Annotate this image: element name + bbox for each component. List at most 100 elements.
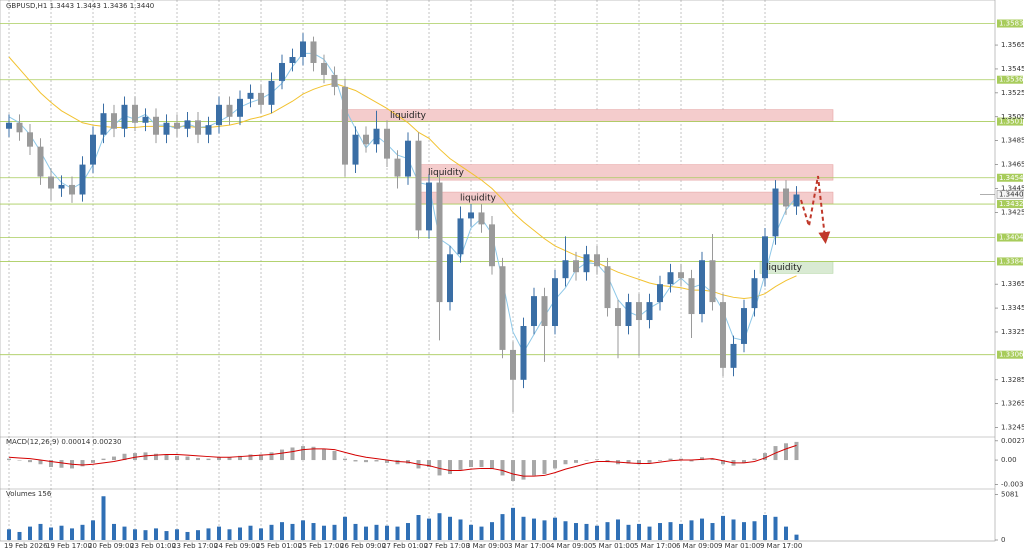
candle-body xyxy=(646,302,653,321)
bar xyxy=(721,515,725,540)
bar xyxy=(784,443,788,461)
candle-body xyxy=(751,278,758,309)
bar xyxy=(59,525,64,540)
bar xyxy=(595,525,599,540)
bar xyxy=(301,520,305,540)
candle-body xyxy=(342,86,348,165)
bar xyxy=(38,460,43,465)
moving-average xyxy=(8,56,797,300)
x-tick-label: 19 Feb 2026 xyxy=(4,542,48,550)
bar xyxy=(595,459,599,461)
bar xyxy=(574,460,578,463)
candle-body xyxy=(163,122,170,135)
bar xyxy=(763,515,767,540)
candle-body xyxy=(657,284,663,303)
candle-body xyxy=(237,98,243,117)
bar xyxy=(490,522,494,540)
y-tick-label: 5081 xyxy=(1001,491,1019,499)
candle-body xyxy=(699,260,705,315)
bar xyxy=(437,513,442,540)
last-price-tag xyxy=(996,190,1024,199)
zone-label: liquidity xyxy=(766,263,803,273)
bar xyxy=(91,460,95,463)
signal-line xyxy=(8,444,797,477)
macd-header: MACD(12,26,9) 0.00014 0.00230 xyxy=(6,438,122,446)
bar xyxy=(343,458,347,461)
bar xyxy=(364,526,368,540)
bar xyxy=(332,524,337,540)
level-tag xyxy=(997,200,1023,209)
y-tick-label: 1.3365 xyxy=(1001,280,1024,288)
x-tick-label: 6 Mar 09:00 xyxy=(676,542,718,550)
candle-body xyxy=(667,272,674,285)
bar xyxy=(269,452,274,461)
x-tick-label: 5 Mar 01:00 xyxy=(592,542,634,550)
bar xyxy=(542,520,547,540)
candle-body xyxy=(793,194,800,207)
bar xyxy=(458,519,463,540)
candle-body xyxy=(79,164,86,195)
candle-body xyxy=(520,326,527,380)
candle-body xyxy=(258,92,264,105)
candle-body xyxy=(615,308,621,327)
candle-body xyxy=(541,296,548,327)
bar xyxy=(427,518,431,540)
y-tick-label: 0.00275 xyxy=(1001,437,1024,445)
bar xyxy=(17,460,22,461)
bar xyxy=(353,523,358,540)
candle-body xyxy=(352,134,359,165)
level-tag xyxy=(997,75,1023,84)
bar xyxy=(626,524,631,540)
bar xyxy=(196,530,200,540)
candle-body xyxy=(100,113,107,135)
candle-body xyxy=(363,134,369,145)
x-tick-label: 26 Feb 09:00 xyxy=(340,542,386,550)
x-tick-label: 19 Feb 17:00 xyxy=(46,542,92,550)
candle-body xyxy=(604,266,611,309)
candle-body xyxy=(205,125,212,135)
x-tick-label: 5 Mar 17:00 xyxy=(634,542,676,550)
candle-body xyxy=(678,272,684,279)
bar xyxy=(647,526,652,540)
bar xyxy=(206,458,211,461)
bar xyxy=(532,460,536,476)
y-tick-label: 1.3525 xyxy=(1001,89,1024,97)
candle-body xyxy=(762,236,768,279)
bar xyxy=(164,531,169,540)
bar xyxy=(322,525,326,540)
bar xyxy=(458,460,463,470)
bar xyxy=(217,526,221,540)
candle-body xyxy=(636,302,642,321)
candle-body xyxy=(783,188,789,207)
candle-body xyxy=(415,140,422,231)
bar xyxy=(605,522,610,540)
bar xyxy=(479,460,484,468)
candle-body xyxy=(531,296,537,327)
candle-body xyxy=(37,146,44,177)
level-label: 1.3583 xyxy=(999,20,1024,28)
candle-body xyxy=(594,254,600,267)
bar xyxy=(154,528,158,540)
bar xyxy=(238,527,242,540)
bar xyxy=(479,526,484,540)
x-tick-label: 9 Mar 17:00 xyxy=(760,542,802,550)
bar xyxy=(448,516,452,540)
bar xyxy=(49,527,53,540)
candle-body xyxy=(289,56,296,63)
bar xyxy=(521,460,526,480)
candle-body xyxy=(121,104,128,129)
bar xyxy=(7,529,11,540)
volume-header: Volumes 156 xyxy=(6,490,52,498)
bar xyxy=(553,517,557,540)
y-tick-label: 0 xyxy=(1001,536,1005,544)
bar xyxy=(164,454,169,461)
y-tick-label: 1.3445 xyxy=(1001,185,1024,193)
candle-body xyxy=(373,128,380,145)
bar xyxy=(406,523,410,540)
bar xyxy=(658,523,662,540)
candle-body xyxy=(468,212,474,219)
candle-body xyxy=(436,182,443,303)
candle-body xyxy=(48,176,54,189)
bar xyxy=(710,523,715,540)
